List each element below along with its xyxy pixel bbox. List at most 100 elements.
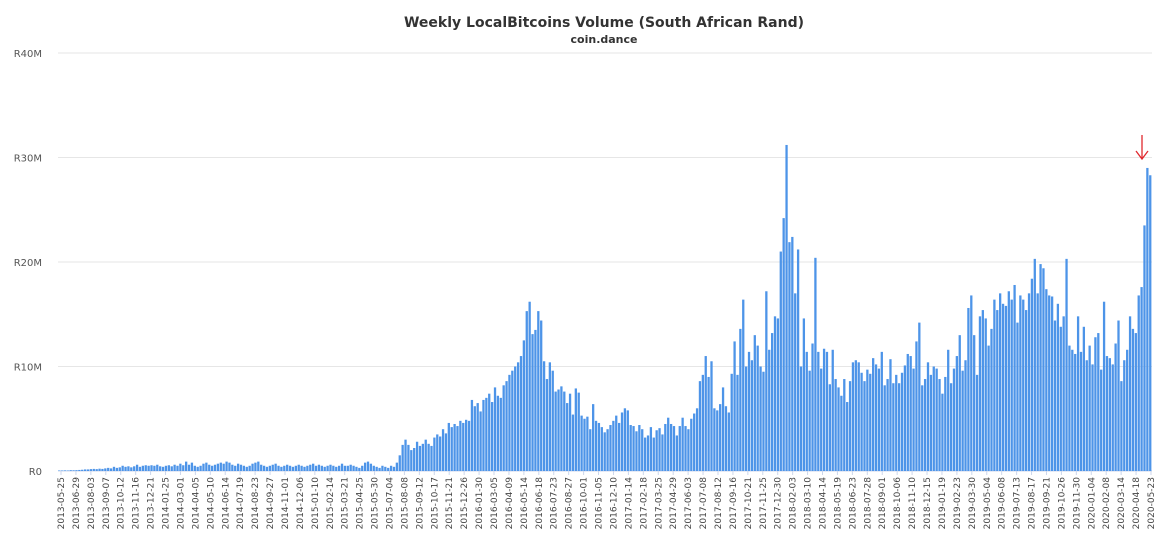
bar [776,318,780,471]
bar [987,345,990,471]
x-tick-label: 2019-01-19 [938,477,948,530]
bar [1076,316,1080,471]
bar [949,383,953,471]
bar [462,422,465,471]
x-tick-label: 2016-07-23 [550,477,560,529]
x-tick-label: 2015-03-21 [341,477,351,529]
x-tick-label: 2017-01-14 [624,477,634,530]
bar [615,415,618,471]
x-tick-label: 2019-05-04 [983,477,993,530]
bar [398,455,401,471]
bar [554,391,557,471]
bar [511,370,514,471]
bar [101,468,104,471]
bar [439,436,442,471]
bar [1013,284,1016,471]
bar [886,379,889,471]
bar [1108,358,1111,471]
bar [563,391,566,471]
y-tick-label: R40M [14,49,42,60]
bar [889,359,892,471]
bar [407,444,410,472]
bar [490,402,494,471]
bar [869,373,872,471]
bar [1117,320,1120,471]
x-tick-label: 2019-07-13 [1013,477,1023,529]
bar [92,468,95,471]
bar [840,395,843,471]
bar [340,463,344,471]
x-tick-label: 2013-05-25 [57,477,67,529]
x-tick-label: 2019-02-23 [953,477,963,529]
bar [133,466,136,471]
bar [352,465,355,471]
bar [571,414,575,471]
x-tick-label: 2014-09-27 [266,477,276,529]
bar [60,470,64,471]
bar [268,465,272,471]
bar [254,462,257,471]
x-tick-label: 2016-01-30 [475,477,485,530]
bar [1039,264,1042,471]
bar [906,353,909,471]
bar [219,462,222,471]
bar [467,420,471,471]
bar [1074,353,1077,471]
x-tick-label: 2014-03-01 [176,477,186,529]
bar [540,320,543,471]
bar [736,374,739,471]
bar [392,466,396,471]
bar [1079,351,1083,471]
bar [363,462,367,471]
bar [346,465,349,471]
bar [355,466,358,471]
x-tick-label: 2016-05-14 [520,477,530,530]
x-tick-label: 2020-03-14 [1117,477,1127,530]
bar [410,450,413,471]
bar [326,465,329,471]
bar [929,374,933,471]
bar [502,385,505,471]
bar [568,393,572,471]
bar [566,403,569,471]
x-tick-label: 2014-11-01 [281,477,291,529]
x-tick-label: 2016-03-05 [490,477,500,529]
bar [378,467,381,471]
bar [441,429,445,471]
bar [970,295,973,471]
bar [675,435,679,471]
bar [485,397,488,471]
bar [231,464,234,471]
bar [981,310,984,471]
bar [387,467,390,471]
bar [938,379,941,471]
bar [456,426,459,471]
bar [147,465,150,471]
annotation-arrow-head [1135,150,1149,161]
bar [534,329,537,471]
bar [193,465,196,471]
bar [600,427,603,471]
bar [329,464,332,471]
bar [66,470,69,471]
bar [828,384,831,471]
bar [138,466,142,471]
bar [479,411,482,471]
bar [1120,381,1123,471]
y-tick-label: R10M [14,363,42,374]
bar [678,426,681,471]
x-tick-label: 2019-06-08 [998,477,1008,530]
bar [690,418,693,471]
bar [617,422,621,471]
bar [733,341,736,471]
bar [1143,225,1146,471]
bar [721,387,725,471]
bar [182,465,185,471]
bar [762,371,765,471]
bar [69,470,72,471]
bar [1128,316,1132,471]
x-tick-label: 2018-04-14 [819,477,829,530]
bar [698,381,702,471]
